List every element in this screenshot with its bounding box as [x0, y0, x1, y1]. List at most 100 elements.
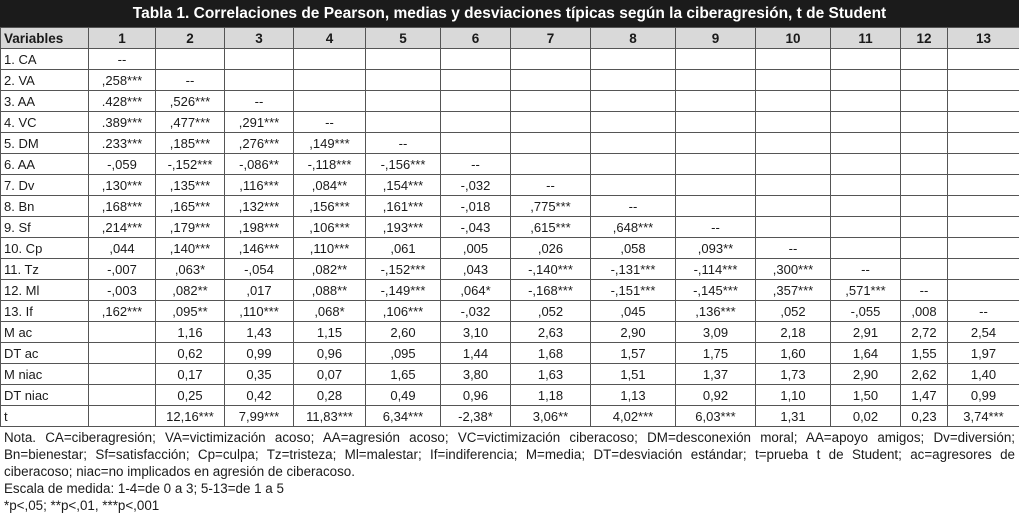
- cell: ,300***: [755, 258, 831, 280]
- table-row: t 12,16*** 7,99*** 11,83*** 6,34*** -2,38* 3,0…: [0, 405, 1019, 427]
- row-label: 7. Dv: [0, 174, 89, 196]
- cell: [155, 48, 225, 70]
- cell: [590, 90, 676, 112]
- cell: -,140***: [510, 258, 591, 280]
- cell: 1,55: [900, 342, 948, 364]
- cell: [947, 279, 1019, 301]
- cell: [590, 111, 676, 133]
- cell: [900, 111, 948, 133]
- cell: [947, 195, 1019, 217]
- cell: 1,97: [947, 342, 1019, 364]
- header-cell: 10: [755, 27, 831, 49]
- cell: 1,51: [590, 363, 676, 385]
- cell: [293, 48, 366, 70]
- table-row: 4. VC .389*** ,477*** ,291*** --: [0, 111, 1019, 133]
- cell: [675, 174, 756, 196]
- cell: -,054: [224, 258, 294, 280]
- cell: 1,18: [510, 384, 591, 406]
- table-body: 1. CA -- 2. VA ,258*** -- 3. AA .428*** ,526***…: [0, 48, 1019, 427]
- cell: [755, 153, 831, 175]
- cell: ,061: [365, 237, 441, 259]
- table-row: M ac 1,16 1,43 1,15 2,60 3,10 2,63 2,90 3,09 2,18…: [0, 321, 1019, 343]
- cell: 3,10: [440, 321, 511, 343]
- cell: [830, 90, 901, 112]
- cell: .428***: [88, 90, 156, 112]
- row-label: 4. VC: [0, 111, 89, 133]
- cell: 1,37: [675, 363, 756, 385]
- cell: [590, 69, 676, 91]
- table-row: 8. Bn ,168*** ,165*** ,132*** ,156*** ,161***…: [0, 195, 1019, 217]
- cell: --: [88, 48, 156, 70]
- cell: 1,10: [755, 384, 831, 406]
- cell: -,131***: [590, 258, 676, 280]
- cell: 0,28: [293, 384, 366, 406]
- cell: [755, 48, 831, 70]
- cell: [224, 69, 294, 91]
- cell: [510, 90, 591, 112]
- cell: --: [900, 279, 948, 301]
- cell: ,477***: [155, 111, 225, 133]
- cell: 1,73: [755, 363, 831, 385]
- cell: .233***: [88, 132, 156, 154]
- cell: [590, 153, 676, 175]
- cell: ,088**: [293, 279, 366, 301]
- cell: ,008: [900, 300, 948, 322]
- table-row: 11. Tz -,007,063* -,054,082** -,152*** ,043-…: [0, 258, 1019, 280]
- cell: 1,13: [590, 384, 676, 406]
- cell: [365, 90, 441, 112]
- cell: [947, 216, 1019, 238]
- cell: 3,09: [675, 321, 756, 343]
- cell: 4,02***: [590, 405, 676, 427]
- cell: 0,92: [675, 384, 756, 406]
- cell: ,082**: [293, 258, 366, 280]
- data-table: Variables 1 2 3 4 5 6 7 8 9 10 11 12 13 1. CA -- 2. VA,…: [0, 27, 1019, 427]
- cell: ,064*: [440, 279, 511, 301]
- cell: ,154***: [365, 174, 441, 196]
- cell: [440, 132, 511, 154]
- cell: 1,47: [900, 384, 948, 406]
- cell: --: [365, 132, 441, 154]
- cell: [510, 132, 591, 154]
- cell: [900, 132, 948, 154]
- cell: [440, 48, 511, 70]
- cell: [224, 48, 294, 70]
- row-label: t: [0, 405, 89, 427]
- cell: ,043: [440, 258, 511, 280]
- cell: [755, 216, 831, 238]
- header-cell: 9: [675, 27, 756, 49]
- cell: [830, 174, 901, 196]
- cell: ,161***: [365, 195, 441, 217]
- cell: ,116***: [224, 174, 294, 196]
- row-label: 10. Cp: [0, 237, 89, 259]
- cell: [900, 174, 948, 196]
- cell: 1,15: [293, 321, 366, 343]
- row-label: 5. DM: [0, 132, 89, 154]
- cell: -,003: [88, 279, 156, 301]
- cell: [590, 132, 676, 154]
- cell: -,086**: [224, 153, 294, 175]
- cell: [947, 258, 1019, 280]
- cell: ,276***: [224, 132, 294, 154]
- cell: ,093**: [675, 237, 756, 259]
- cell: [947, 174, 1019, 196]
- cell: [830, 132, 901, 154]
- row-label: 11. Tz: [0, 258, 89, 280]
- row-label: 8. Bn: [0, 195, 89, 217]
- cell: -,059: [88, 153, 156, 175]
- cell: [947, 132, 1019, 154]
- table-row: DT ac 0,62 0,99 0,96,095 1,44 1,68 1,57 1,75 1,6…: [0, 342, 1019, 364]
- cell: --: [510, 174, 591, 196]
- cell: ,017: [224, 279, 294, 301]
- cell: 1,50: [830, 384, 901, 406]
- cell: ,132***: [224, 195, 294, 217]
- cell: [590, 48, 676, 70]
- row-label: 13. If: [0, 300, 89, 322]
- cell: --: [947, 300, 1019, 322]
- row-label: M ac: [0, 321, 89, 343]
- cell: [900, 216, 948, 238]
- cell: [293, 90, 366, 112]
- cell: [947, 90, 1019, 112]
- cell: -,118***: [293, 153, 366, 175]
- cell: 2,90: [590, 321, 676, 343]
- cell: ,135***: [155, 174, 225, 196]
